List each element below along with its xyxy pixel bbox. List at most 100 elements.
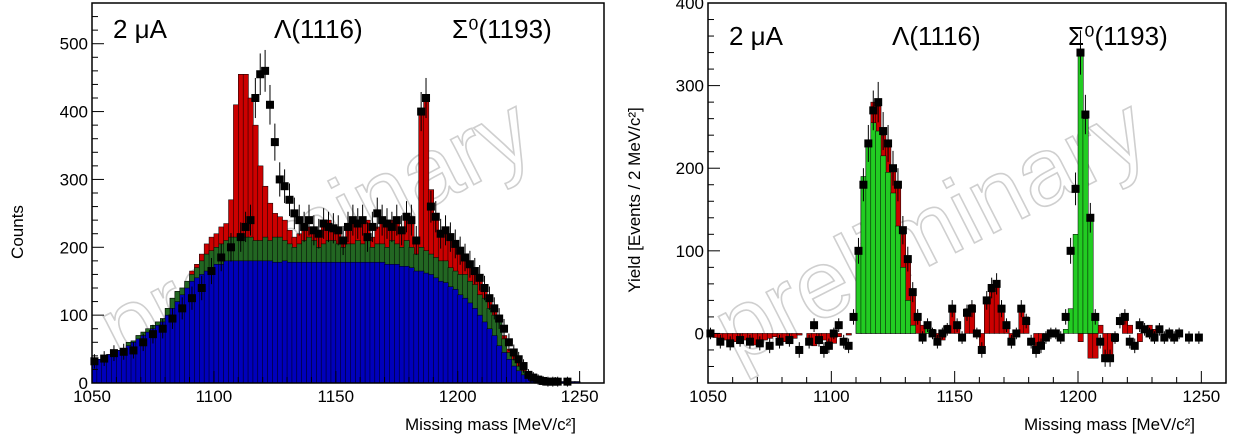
histogram-bar: [1092, 333, 1099, 359]
data-point: [548, 377, 557, 386]
data-point: [1145, 329, 1154, 338]
data-point: [785, 336, 794, 345]
histogram-bar: [213, 264, 220, 384]
data-point: [329, 224, 338, 233]
data-point: [913, 312, 922, 321]
right-y-axis-title: Yield [Events / 2 MeV/c²]: [625, 107, 644, 293]
right-axis-ticks: 1050 1100 1150 1200 1250 0 100 200 300 400: [676, 0, 1227, 406]
histogram-bar: [462, 297, 469, 384]
data-point: [290, 209, 299, 218]
histogram-bar: [184, 287, 191, 384]
data-point: [324, 222, 333, 231]
histogram-bar: [355, 261, 361, 384]
data-point: [119, 347, 128, 356]
data-point: [1096, 337, 1105, 346]
data-point: [407, 216, 416, 225]
data-point: [810, 321, 819, 330]
data-point: [436, 229, 445, 238]
histogram-bar: [311, 261, 317, 384]
data-point: [246, 216, 255, 225]
data-point: [1091, 312, 1100, 321]
data-point: [402, 212, 411, 221]
data-point: [158, 324, 167, 333]
histogram-bar: [486, 328, 493, 384]
data-point: [849, 312, 858, 321]
data-point: [529, 373, 538, 382]
data-point: [187, 294, 196, 303]
right-histogram-bars: [712, 52, 1173, 359]
histogram-bar: [257, 260, 264, 384]
histogram-bar: [472, 308, 478, 384]
data-point: [280, 182, 289, 191]
data-point: [217, 253, 226, 262]
histogram-bar: [320, 261, 327, 384]
histogram-bar: [277, 261, 283, 384]
histogram-bar: [511, 365, 517, 384]
data-point: [1027, 337, 1036, 346]
histogram-bar: [262, 260, 269, 384]
right-sigma-label: Σ⁰(1193): [1068, 21, 1168, 51]
data-point: [982, 296, 991, 305]
right-lambda-label: Λ(1116): [892, 21, 981, 51]
data-point: [378, 216, 387, 225]
data-point: [933, 337, 942, 346]
data-point: [1135, 321, 1144, 330]
histogram-bar: [238, 260, 244, 384]
x-tick-label: 1150: [936, 387, 973, 406]
data-point: [1012, 329, 1021, 338]
data-point: [898, 226, 907, 235]
data-point: [1194, 333, 1203, 342]
histogram-bar: [467, 302, 473, 384]
right-plot-frame: [707, 2, 1227, 384]
right-chart-panel: preliminary 1050 1100 1150 1200 125001002003…: [625, 0, 1227, 434]
data-point: [1037, 341, 1045, 350]
data-point: [1130, 341, 1139, 350]
histogram-bar: [900, 267, 906, 334]
data-point: [805, 337, 814, 346]
data-point: [524, 370, 533, 379]
data-point: [977, 345, 986, 354]
x-tick-label: 1150: [318, 387, 355, 406]
data-point: [1101, 354, 1110, 363]
histogram-bar: [905, 300, 911, 334]
histogram-bar: [369, 261, 376, 384]
data-point: [504, 338, 513, 347]
data-point: [819, 345, 828, 354]
left-x-axis-title: Missing mass [MeV/c²]: [405, 415, 576, 434]
data-point: [465, 260, 474, 269]
histogram-bar: [1127, 324, 1133, 334]
data-point: [953, 321, 962, 330]
histogram-bar: [242, 260, 249, 384]
data-point: [563, 377, 572, 386]
histogram-bar: [272, 261, 278, 384]
y-tick-label: 100: [60, 306, 88, 325]
data-point: [470, 267, 479, 276]
histogram-bar: [364, 261, 371, 384]
data-point: [451, 239, 460, 248]
data-point: [553, 377, 562, 386]
histogram-bar: [340, 261, 347, 384]
left-current-label: 2 μA: [113, 14, 168, 44]
data-point: [1041, 333, 1050, 342]
data-point: [918, 333, 927, 342]
histogram-bar: [1087, 333, 1094, 359]
histogram-bar: [1077, 333, 1084, 342]
data-point: [475, 273, 484, 282]
data-point: [519, 362, 528, 371]
histogram-bar: [457, 294, 464, 384]
data-point: [168, 314, 177, 323]
data-point: [859, 180, 868, 189]
histogram-bar: [291, 261, 298, 384]
x-tick-label: 1200: [1059, 387, 1097, 406]
histogram-bar: [403, 266, 410, 384]
histogram-bar: [890, 192, 897, 334]
data-point: [392, 216, 401, 225]
data-point: [304, 216, 313, 225]
data-point: [967, 304, 976, 313]
data-point: [431, 212, 440, 221]
data-point: [1115, 317, 1124, 326]
data-point: [490, 304, 499, 313]
histogram-bar: [247, 260, 254, 384]
y-tick-label: 200: [676, 159, 704, 178]
